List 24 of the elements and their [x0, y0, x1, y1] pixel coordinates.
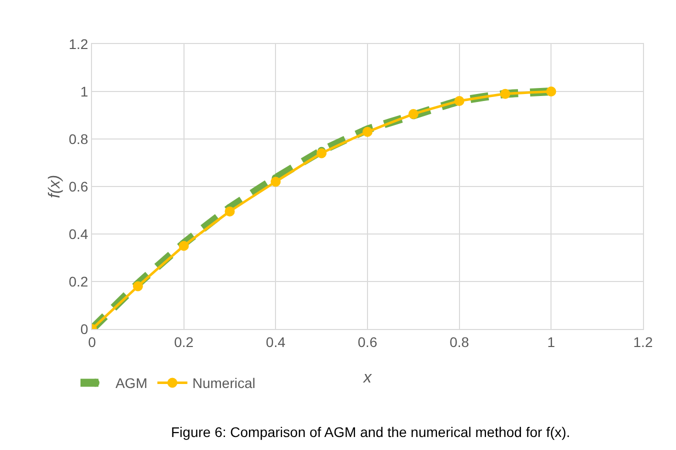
legend-label: Numerical: [192, 375, 256, 392]
y-tick-label: 0.8: [68, 130, 88, 147]
caption: Figure 6: Comparison of AGM and the numerical method for f(x).: [171, 424, 570, 440]
x-tick-label: 0.2: [174, 334, 194, 350]
x-tick-label: 1: [547, 334, 556, 350]
x-tick-label: 1.2: [633, 334, 653, 350]
y-tick-label: 0.6: [68, 178, 88, 194]
legend-label: AGM: [115, 375, 148, 392]
y-tick-label: 0.4: [68, 226, 88, 242]
y-tick-label: 1.2: [68, 36, 88, 52]
point: [178, 240, 189, 251]
y-tick-label: 0: [80, 320, 88, 337]
point: [132, 281, 143, 292]
y-tick-label: 0.2: [68, 273, 88, 290]
x-tick-label: 0.8: [450, 334, 470, 350]
y-axis-title: f(x): [46, 174, 64, 198]
x-tick-label: 0.6: [358, 334, 378, 350]
point: [224, 206, 235, 216]
y-tick-label: 1: [80, 83, 88, 100]
x-tick-label: 0.4: [266, 334, 286, 350]
point: [270, 176, 281, 187]
point: [362, 126, 372, 137]
x-axis-title: x: [362, 370, 372, 386]
point: [316, 148, 327, 158]
